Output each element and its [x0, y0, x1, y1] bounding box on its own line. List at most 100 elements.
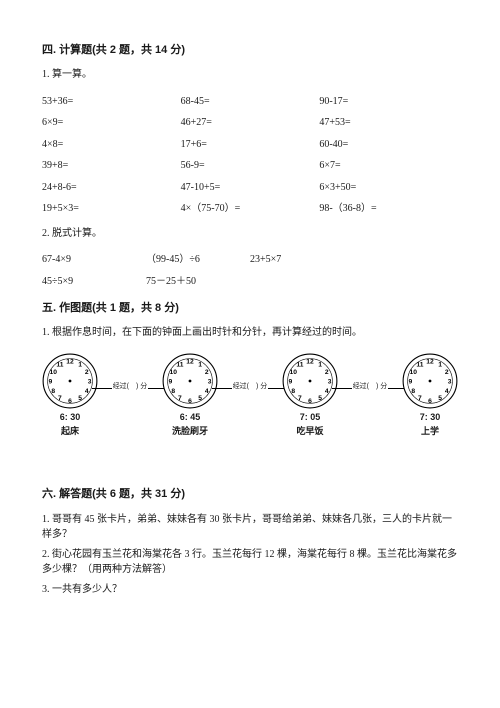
section-6-heading: 六. 解答题(共 6 题，共 31 分) [42, 486, 458, 503]
svg-text:11: 11 [296, 361, 303, 368]
calc-cell: 90-17= [319, 91, 458, 113]
svg-text:1: 1 [78, 361, 82, 368]
clock-block-1: 1212 345 678 91011 6: 30 起床 [42, 353, 98, 439]
connector: 经过( ) 分 [332, 382, 408, 390]
svg-text:12: 12 [186, 358, 194, 365]
s4-q1-grid: 53+36= 68-45= 90-17= 6×9= 46+27= 47+53= … [42, 91, 458, 220]
svg-text:1: 1 [198, 361, 202, 368]
calc-cell: 67-4×9 [42, 249, 146, 271]
svg-text:10: 10 [49, 368, 57, 375]
svg-text:4: 4 [445, 387, 449, 394]
calc-cell: 17+6= [181, 134, 320, 156]
svg-text:7: 7 [418, 395, 422, 402]
calc-cell [250, 271, 354, 293]
calc-cell: 68-45= [181, 91, 320, 113]
section-5-heading: 五. 作图题(共 1 题，共 8 分) [42, 300, 458, 317]
svg-text:7: 7 [178, 395, 182, 402]
svg-text:1: 1 [318, 361, 322, 368]
svg-text:11: 11 [416, 361, 423, 368]
svg-text:9: 9 [289, 378, 293, 385]
clock-face: 1212 345 678 91011 [402, 353, 458, 409]
svg-text:10: 10 [169, 368, 177, 375]
clock-block-4: 1212 345 678 91011 7: 30 上学 [402, 353, 458, 439]
svg-text:12: 12 [66, 358, 74, 365]
clock-time: 6: 30 [60, 411, 81, 425]
svg-text:4: 4 [205, 387, 209, 394]
clocks-row: 1212 345 678 91011 6: 30 起床 经过( ) 分 1212… [42, 353, 458, 439]
calc-cell: 46+27= [181, 112, 320, 134]
svg-text:3: 3 [448, 378, 452, 385]
calc-cell: 47-10+5= [181, 177, 320, 199]
svg-text:6: 6 [308, 398, 312, 405]
s5-q1-label: 1. 根据作息时间，在下面的钟面上画出时针和分针，再计算经过的时间。 [42, 325, 458, 341]
calc-cell: 53+36= [42, 91, 181, 113]
s6-q1: 1. 哥哥有 45 张卡片，弟弟、妹妹各有 30 张卡片，哥哥给弟弟、妹妹各几张… [42, 512, 458, 543]
calc-cell: 6×3+50= [319, 177, 458, 199]
clock-face: 1212 345 678 91011 [42, 353, 98, 409]
calc-cell: 6×9= [42, 112, 181, 134]
svg-text:5: 5 [438, 395, 442, 402]
calc-cell: 19+5×3= [42, 198, 181, 220]
svg-text:2: 2 [445, 368, 449, 375]
svg-text:9: 9 [169, 378, 173, 385]
svg-text:8: 8 [411, 387, 415, 394]
svg-text:6: 6 [428, 398, 432, 405]
s6-q3: 3. 一共有多少人？ [42, 582, 458, 598]
svg-text:11: 11 [56, 361, 63, 368]
calc-cell: 56-9= [181, 155, 320, 177]
svg-text:6: 6 [68, 398, 72, 405]
svg-text:4: 4 [85, 387, 89, 394]
svg-text:10: 10 [289, 368, 297, 375]
svg-text:5: 5 [78, 395, 82, 402]
connector: 经过( ) 分 [92, 382, 168, 390]
svg-text:5: 5 [318, 395, 322, 402]
calc-cell: 45÷5×9 [42, 271, 146, 293]
s4-q1-label: 1. 算一算。 [42, 67, 458, 83]
connector: 经过( ) 分 [212, 382, 288, 390]
clock-time: 7: 05 [300, 411, 321, 425]
calc-cell [354, 271, 458, 293]
s6-q2: 2. 街心花园有玉兰花和海棠花各 3 行。玉兰花每行 12 棵，海棠花每行 8 … [42, 547, 458, 578]
clock-caption: 吃早饭 [296, 425, 323, 439]
svg-text:12: 12 [306, 358, 314, 365]
svg-text:8: 8 [171, 387, 175, 394]
svg-text:9: 9 [49, 378, 53, 385]
calc-cell: 47+53= [319, 112, 458, 134]
calc-cell: （99-45）÷6 [146, 249, 250, 271]
clock-face: 1212 345 678 91011 [282, 353, 338, 409]
calc-cell: 75－25＋50 [146, 271, 250, 293]
connector-label: 经过( ) 分 [352, 382, 389, 393]
svg-text:12: 12 [426, 358, 434, 365]
calc-cell: 39+8= [42, 155, 181, 177]
svg-text:8: 8 [291, 387, 295, 394]
s4-q2-label: 2. 脱式计算。 [42, 226, 458, 242]
calc-cell [354, 249, 458, 271]
svg-text:7: 7 [58, 395, 62, 402]
svg-text:11: 11 [176, 361, 183, 368]
clock-time: 6: 45 [180, 411, 201, 425]
connector-label: 经过( ) 分 [112, 382, 149, 393]
clock-caption: 起床 [61, 425, 79, 439]
section-4-heading: 四. 计算题(共 2 题，共 14 分) [42, 42, 458, 59]
clock-caption: 洗脸刷牙 [172, 425, 208, 439]
clock-face: 1212 345 678 91011 [162, 353, 218, 409]
calc-cell: 23+5×7 [250, 249, 354, 271]
connector-label: 经过( ) 分 [232, 382, 269, 393]
svg-text:7: 7 [298, 395, 302, 402]
calc-cell: 4×（75-70）= [181, 198, 320, 220]
s4-q2-grid: 67-4×9 （99-45）÷6 23+5×7 45÷5×9 75－25＋50 [42, 249, 458, 292]
svg-text:10: 10 [409, 368, 417, 375]
svg-text:1: 1 [438, 361, 442, 368]
svg-text:5: 5 [198, 395, 202, 402]
clock-block-2: 1212 345 678 91011 6: 45 洗脸刷牙 [162, 353, 218, 439]
svg-text:2: 2 [205, 368, 209, 375]
calc-cell: 4×8= [42, 134, 181, 156]
spacer [42, 442, 458, 478]
calc-cell: 60-40= [319, 134, 458, 156]
svg-text:4: 4 [325, 387, 329, 394]
svg-text:2: 2 [85, 368, 89, 375]
calc-cell: 98-（36-8）= [319, 198, 458, 220]
svg-text:9: 9 [409, 378, 413, 385]
clock-block-3: 1212 345 678 91011 7: 05 吃早饭 [282, 353, 338, 439]
svg-text:8: 8 [51, 387, 55, 394]
